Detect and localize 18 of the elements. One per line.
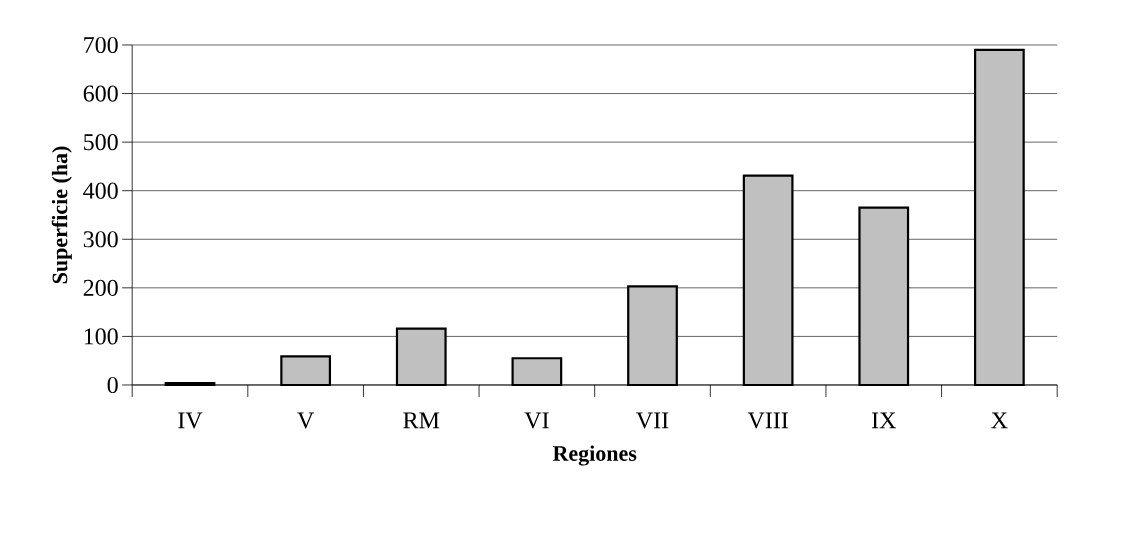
x-tick-label: VII: [636, 412, 669, 429]
x-tick-label: IX: [871, 412, 896, 429]
x-tick-label: VIII: [747, 412, 788, 429]
x-axis-title: Regiones: [552, 445, 637, 466]
y-tick-label: 200: [83, 279, 118, 296]
x-tick-label: V: [297, 412, 315, 429]
y-axis-title: Superficie (ha): [51, 146, 72, 284]
y-tick-label: 500: [84, 134, 118, 151]
y-tick-label: 0: [107, 376, 118, 394]
x-tick-label: RM: [403, 412, 440, 429]
y-tick-label: 600: [83, 85, 118, 102]
x-tick-label: IV: [178, 412, 203, 429]
y-tick-label: 400: [83, 182, 118, 199]
x-tick-label: X: [991, 412, 1008, 429]
y-tick-label: 100: [84, 328, 118, 345]
y-tick-label: 300: [83, 231, 118, 248]
x-tick-label: VI: [524, 412, 549, 429]
y-tick-label: 700: [84, 36, 118, 54]
